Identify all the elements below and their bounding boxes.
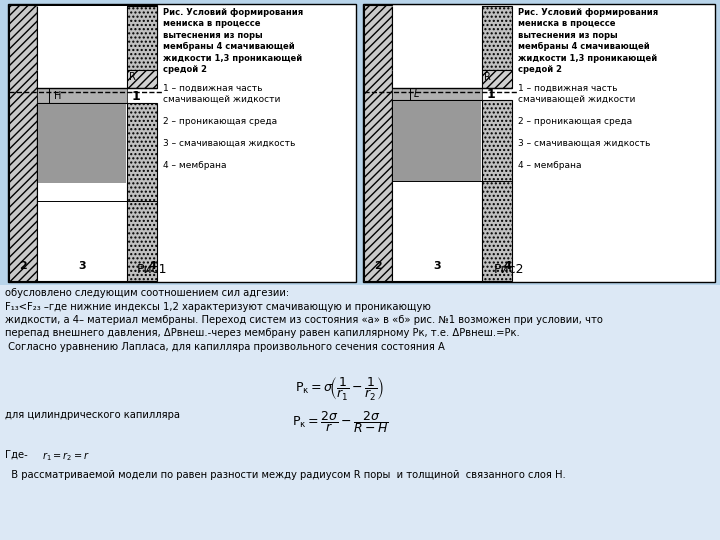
Bar	[37, 88, 127, 103]
Bar	[37, 103, 127, 281]
Text: 2: 2	[374, 261, 382, 271]
Bar	[392, 100, 482, 281]
Text: перепад внешнего давления, ΔРвнеш.-через мембрану равен капиллярному Рк, т.е. ΔР: перепад внешнего давления, ΔРвнеш.-через…	[5, 328, 520, 339]
Text: R: R	[129, 72, 136, 82]
Text: H: H	[54, 91, 61, 101]
Bar	[392, 100, 512, 281]
Bar	[37, 6, 127, 70]
Text: жидкости, а 4– материал мембраны. Переход систем из состояния «а» в «б» рис. №1 : жидкости, а 4– материал мембраны. Перехо…	[5, 315, 603, 325]
Text: Где-: Где-	[5, 450, 28, 460]
Bar	[37, 70, 127, 88]
Text: обусловлено следующим соотношением сил адгезии:: обусловлено следующим соотношением сил а…	[5, 288, 289, 298]
Bar	[37, 5, 157, 43]
Text: 3 – смачивающая жидкость: 3 – смачивающая жидкость	[518, 139, 650, 148]
Text: 1 – подвижная часть: 1 – подвижная часть	[163, 84, 263, 93]
Text: 4: 4	[148, 261, 156, 271]
Text: $\mathrm{P_\kappa} = \sigma\!\left(\dfrac{1}{r_1} - \dfrac{1}{r_2}\right)$: $\mathrm{P_\kappa} = \sigma\!\left(\dfra…	[295, 376, 384, 403]
Bar	[392, 70, 512, 88]
Text: смачивающей жидкости: смачивающей жидкости	[163, 95, 280, 104]
Bar	[0, 285, 720, 540]
Text: 2: 2	[19, 261, 27, 271]
Bar	[392, 6, 512, 70]
Bar	[392, 6, 482, 70]
Text: 3: 3	[433, 261, 441, 271]
Text: L: L	[414, 89, 419, 99]
Text: В рассматриваемой модели по равен разности между радиусом R поры  и толщиной  св: В рассматриваемой модели по равен разнос…	[5, 470, 566, 480]
Bar	[37, 103, 157, 281]
Text: F₁₃<F₂₃ –где нижние индексы 1,2 характеризуют смачивающую и проникающую: F₁₃<F₂₃ –где нижние индексы 1,2 характер…	[5, 301, 431, 312]
Text: 1: 1	[132, 90, 140, 103]
Text: 4: 4	[503, 261, 511, 271]
Bar	[37, 6, 127, 70]
Text: $\mathrm{P_\kappa} = \dfrac{2\sigma}{r} - \dfrac{2\sigma}{R - H}$: $\mathrm{P_\kappa} = \dfrac{2\sigma}{r} …	[292, 409, 388, 435]
Bar	[393, 101, 481, 181]
Bar	[364, 5, 392, 281]
Text: Рис1: Рис1	[137, 263, 167, 276]
Text: смачивающей жидкости: смачивающей жидкости	[518, 95, 635, 104]
Bar	[37, 6, 157, 70]
Bar	[8, 4, 356, 282]
Text: Рис2: Рис2	[494, 263, 524, 276]
Text: 2 – проникающая среда: 2 – проникающая среда	[518, 117, 632, 126]
Text: 3: 3	[78, 261, 86, 271]
Text: 1: 1	[487, 87, 496, 100]
Text: 3 – смачивающая жидкость: 3 – смачивающая жидкость	[163, 139, 295, 148]
Text: Рис. Условий формирования
мениска в процессе
вытеснения из поры
мембраны 4 смачи: Рис. Условий формирования мениска в проц…	[163, 8, 303, 75]
Bar	[37, 70, 157, 88]
Bar	[9, 5, 37, 281]
Text: Согласно уравнению Лапласа, для капилляра произвольного сечения состояния А: Согласно уравнению Лапласа, для капилляр…	[5, 342, 445, 352]
Text: 2 – проникающая среда: 2 – проникающая среда	[163, 117, 277, 126]
Bar	[392, 88, 482, 100]
Text: 4 – мембрана: 4 – мембрана	[518, 161, 582, 170]
Text: Рис. Условий формирования
мениска в процессе
вытеснения из поры
мембраны 4 смачи: Рис. Условий формирования мениска в проц…	[518, 8, 658, 75]
Text: 4 – мембрана: 4 – мембрана	[163, 161, 227, 170]
Bar	[38, 104, 126, 183]
Bar	[392, 70, 482, 88]
Text: R: R	[484, 72, 491, 82]
Bar	[363, 4, 715, 282]
Text: для цилиндрического капилляра: для цилиндрического капилляра	[5, 409, 180, 420]
Text: 1 – подвижная часть: 1 – подвижная часть	[518, 84, 618, 93]
Text: $r_1 = r_2 = r$: $r_1 = r_2 = r$	[42, 450, 90, 463]
